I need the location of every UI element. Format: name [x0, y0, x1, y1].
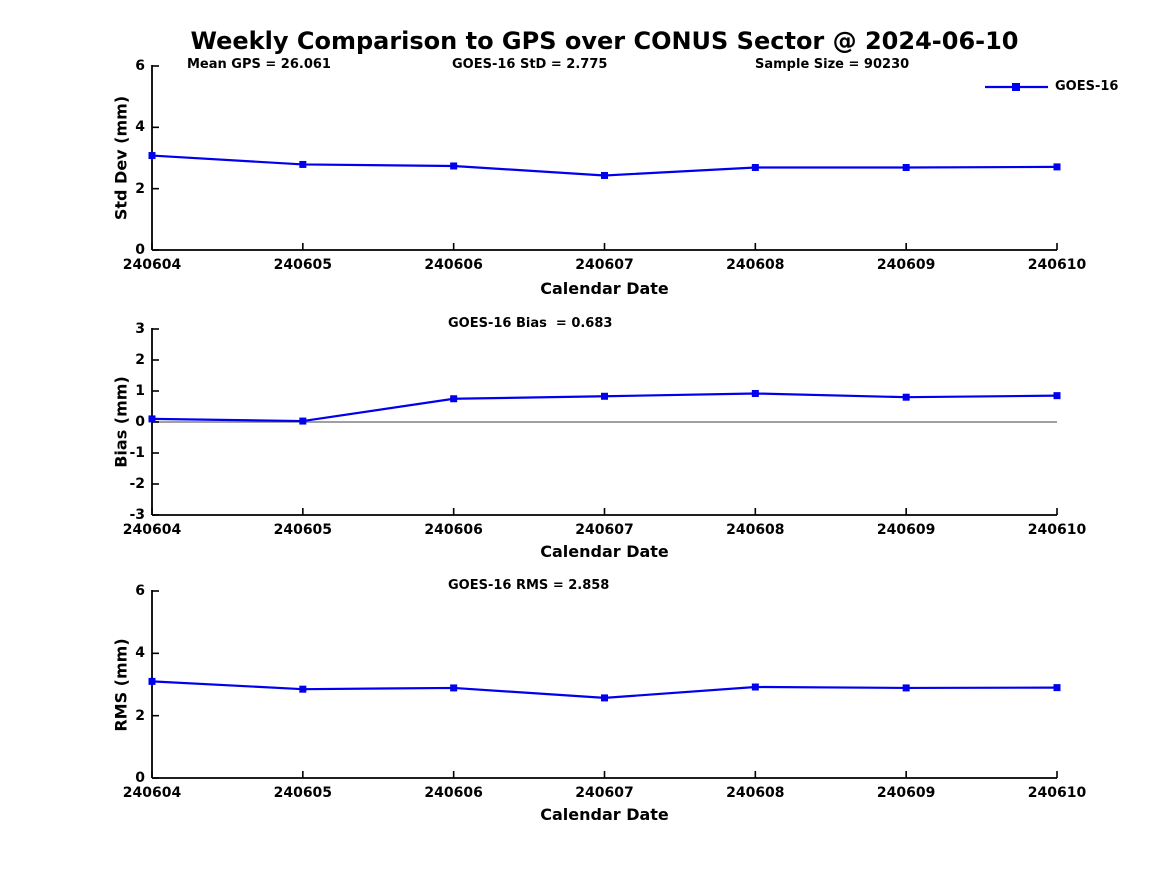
stat-sample-size: Sample Size = 90230 — [755, 57, 910, 72]
data-point-marker — [450, 395, 458, 403]
figure-title: Weekly Comparison to GPS over CONUS Sect… — [190, 27, 1019, 55]
stat-goes16-std: GOES-16 StD = 2.775 — [452, 57, 608, 72]
annotation-bias: GOES-16 Bias = 0.683 — [448, 316, 613, 331]
data-point-marker — [902, 164, 910, 172]
annotation-rms: GOES-16 RMS = 2.858 — [448, 578, 610, 593]
data-point-marker — [148, 152, 156, 160]
data-point-marker — [148, 677, 156, 685]
data-point-marker — [299, 160, 307, 168]
data-point-marker — [902, 393, 910, 401]
subplot-bias — [148, 328, 1061, 516]
subplot-stddev — [148, 65, 1061, 251]
data-point-marker — [1053, 163, 1061, 171]
stat-mean-gps: Mean GPS = 26.061 — [187, 57, 331, 72]
data-point-marker — [148, 415, 156, 423]
data-point-marker — [299, 417, 307, 425]
y-axis-label-stddev: Std Dev (mm) — [111, 95, 131, 221]
data-point-marker — [902, 684, 910, 692]
data-point-marker — [1053, 684, 1061, 692]
data-point-marker — [1053, 392, 1061, 400]
x-axis-label-bias: Calendar Date — [540, 542, 669, 561]
data-point-marker — [601, 171, 608, 179]
subplot-rms — [148, 590, 1061, 779]
data-point-marker — [601, 392, 608, 400]
data-point-marker — [299, 685, 307, 693]
data-point-marker — [751, 683, 759, 691]
data-point-marker — [450, 162, 458, 170]
data-point-marker — [450, 684, 458, 692]
data-point-marker — [601, 694, 608, 702]
y-axis-label-bias: Bias (mm) — [111, 376, 131, 468]
data-point-marker — [751, 389, 759, 397]
x-axis-label-rms: Calendar Date — [540, 805, 669, 824]
data-point-marker — [751, 164, 759, 172]
legend-label: GOES-16 — [1055, 79, 1119, 94]
y-axis-label-rms: RMS (mm) — [111, 638, 131, 732]
x-axis-label-stddev: Calendar Date — [540, 279, 669, 298]
legend-marker — [1012, 83, 1020, 91]
